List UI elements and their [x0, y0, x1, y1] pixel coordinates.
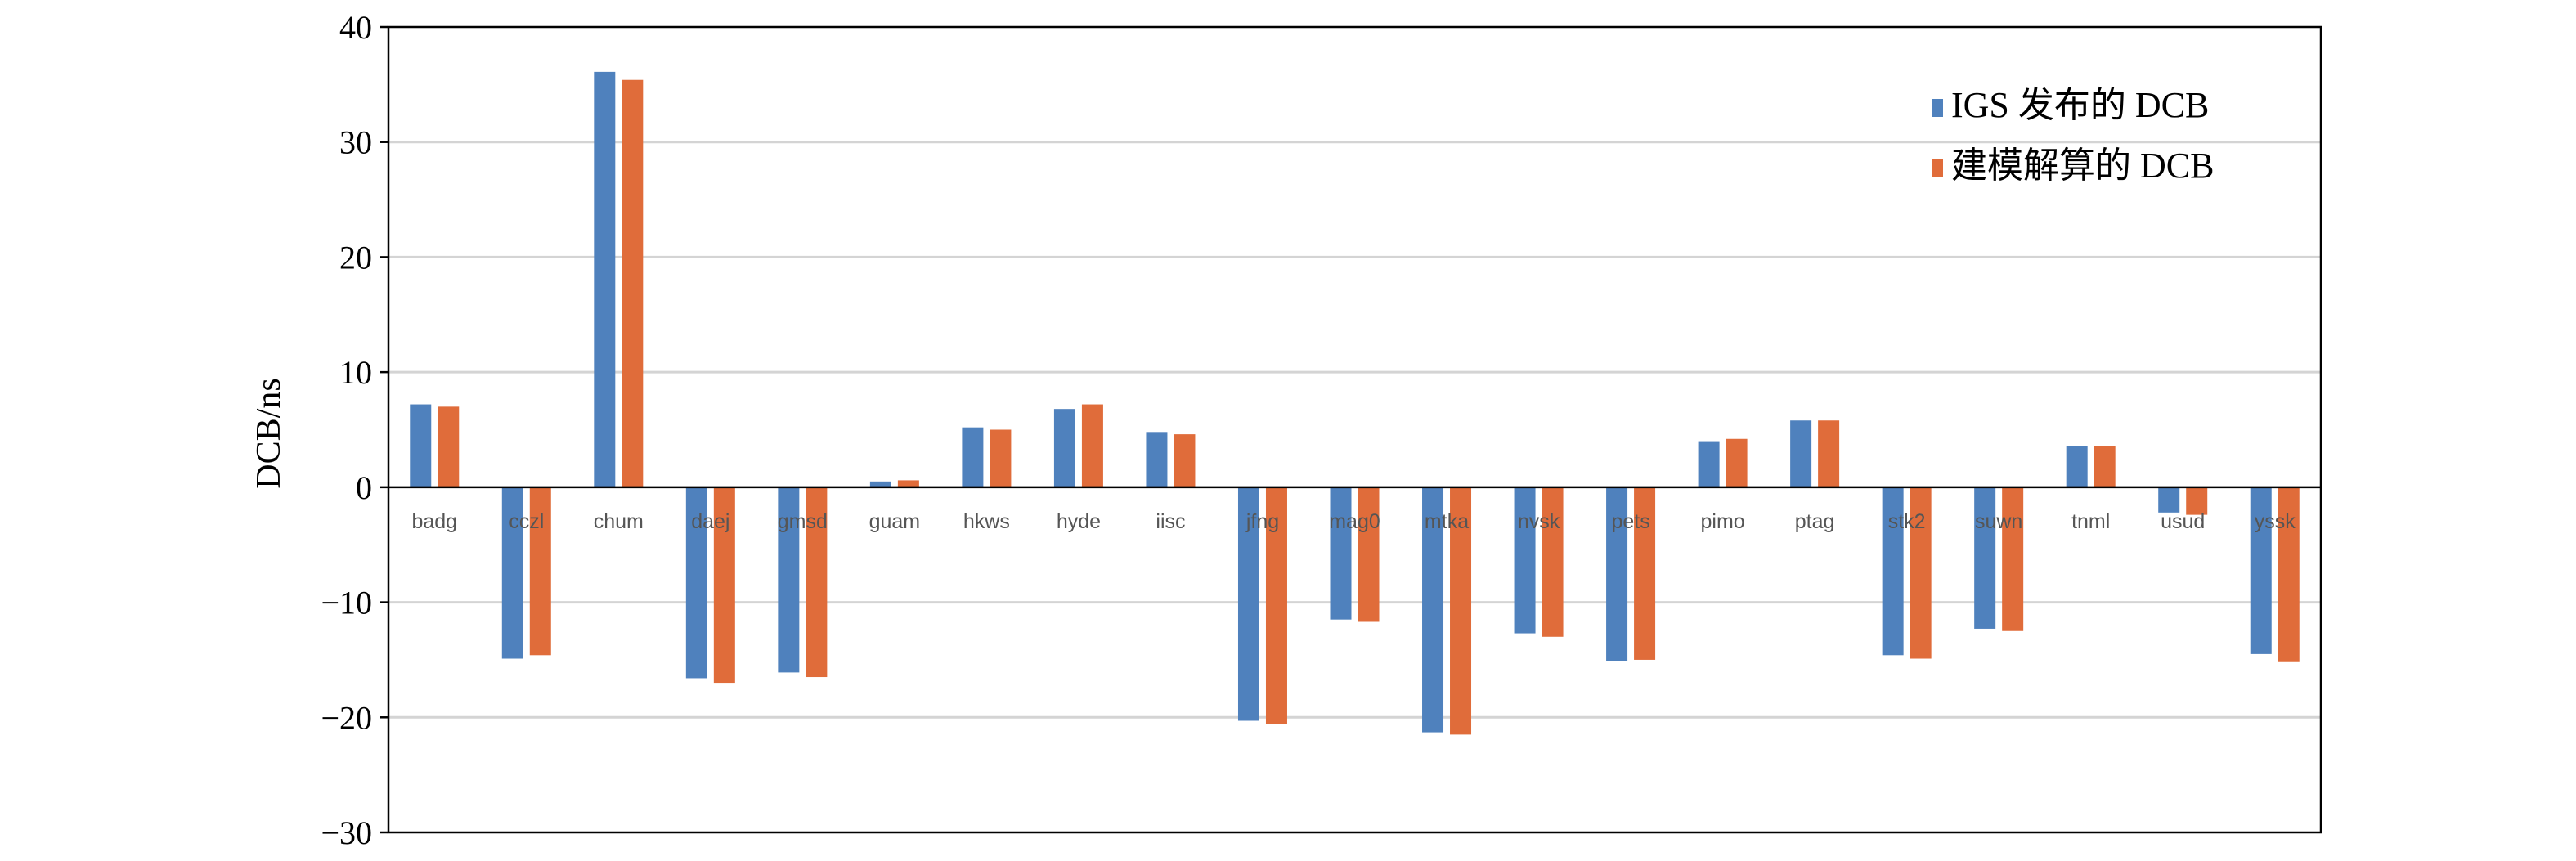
category-label: gmsd: [778, 510, 828, 533]
category-label: jfng: [1245, 510, 1279, 533]
axes: [380, 25, 2322, 834]
category-label: mtka: [1425, 510, 1469, 533]
category-label: hyde: [1057, 510, 1101, 533]
category-label: nvsk: [1518, 510, 1560, 533]
bar-igs-pimo: [1698, 441, 1720, 487]
bar-model-cczl: [529, 487, 551, 656]
bar-model-pets: [1634, 487, 1656, 660]
bar-model-badg: [438, 406, 460, 487]
bar-model-jfng: [1265, 487, 1287, 724]
bar-igs-mtka: [1422, 487, 1444, 733]
category-label: mag0: [1329, 510, 1380, 533]
y-tick-labels: 40 30 20 10 0 −10 −20 −30: [321, 9, 372, 851]
bar-model-iisc: [1174, 434, 1196, 487]
bar-igs-guam: [869, 481, 891, 487]
bar-model-pimo: [1726, 438, 1748, 487]
category-label: badg: [411, 510, 457, 533]
y-tick-label: 10: [339, 354, 372, 391]
y-tick-label: −20: [321, 699, 372, 736]
bar-model-mag0: [1358, 487, 1380, 622]
category-label: stk2: [1888, 510, 1926, 533]
legend-label: 建模解算的 DCB: [1951, 146, 2214, 186]
category-label: yssk: [2255, 510, 2296, 533]
bar-igs-cczl: [501, 487, 523, 659]
category-label: cczl: [509, 510, 544, 533]
category-label: iisc: [1156, 510, 1185, 533]
bar-model-suwn: [2002, 487, 2024, 631]
bar-model-hyde: [1081, 404, 1103, 487]
bar-igs-stk2: [1882, 487, 1904, 656]
bar-igs-usud: [2158, 487, 2180, 513]
category-label: suwn: [1975, 510, 2022, 533]
bar-model-mtka: [1450, 487, 1472, 735]
bar-igs-suwn: [1974, 487, 1996, 629]
bars: [410, 71, 2300, 735]
bar-igs-nvsk: [1514, 487, 1536, 634]
y-tick-label: −30: [321, 814, 372, 851]
bar-igs-iisc: [1146, 432, 1168, 487]
y-axis-title: DCB/ns: [250, 378, 288, 488]
bar-model-gmsd: [806, 487, 828, 678]
bar-model-nvsk: [1542, 487, 1564, 637]
bar-igs-tnml: [2066, 446, 2088, 487]
bar-igs-chum: [594, 71, 616, 487]
legend-swatch: [1932, 99, 1943, 117]
category-label: usud: [2161, 510, 2205, 533]
bar-model-chum: [622, 79, 644, 487]
y-tick-label: 40: [339, 9, 372, 46]
category-label: ptag: [1795, 510, 1835, 533]
y-tick-label: 20: [339, 239, 372, 276]
bar-igs-jfng: [1237, 487, 1259, 721]
bar-model-yssk: [2278, 487, 2300, 662]
category-label: hkws: [963, 510, 1010, 533]
bar-igs-yssk: [2250, 487, 2272, 654]
category-label: guam: [869, 510, 921, 533]
legend: IGS 发布的 DCB 建模解算的 DCB: [1932, 85, 2214, 186]
bar-igs-hyde: [1053, 409, 1075, 487]
plot-frame: [387, 25, 2322, 834]
bar-igs-mag0: [1330, 487, 1352, 620]
category-label: daej: [691, 510, 729, 533]
category-label: pets: [1611, 510, 1649, 533]
y-tick-label: −10: [321, 585, 372, 621]
category-labels: badg cczl chum daej gmsd guam hkws hyde iisc jfng…: [411, 510, 2296, 533]
bar-igs-gmsd: [778, 487, 800, 673]
bar-model-ptag: [1818, 420, 1840, 487]
category-label: tnml: [2071, 510, 2110, 533]
bar-model-guam: [897, 480, 919, 487]
category-label: pimo: [1701, 510, 1745, 533]
legend-label: IGS 发布的 DCB: [1951, 85, 2209, 125]
bar-igs-pets: [1606, 487, 1628, 661]
bar-model-hkws: [990, 429, 1012, 487]
bar-igs-hkws: [962, 427, 984, 487]
bar-model-usud: [2186, 487, 2208, 515]
category-label: chum: [594, 510, 644, 533]
bar-igs-daej: [685, 487, 707, 679]
legend-swatch: [1932, 159, 1943, 177]
bar-model-daej: [713, 487, 735, 684]
bar-igs-ptag: [1790, 420, 1812, 487]
bar-model-tnml: [2094, 446, 2116, 487]
y-tick-label: 0: [356, 469, 372, 506]
bar-model-stk2: [1910, 487, 1932, 659]
bar-igs-badg: [410, 404, 432, 487]
gridlines: [388, 141, 2321, 719]
y-tick-label: 30: [339, 124, 372, 161]
